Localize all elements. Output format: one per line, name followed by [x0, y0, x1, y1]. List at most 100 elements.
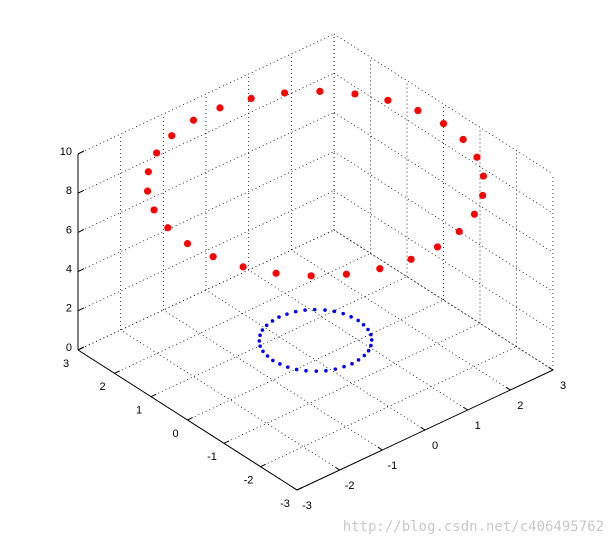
- point: [261, 349, 265, 354]
- watermark: http://blog.csdn.net/c406495762: [343, 519, 604, 535]
- z-tick-label: 0: [66, 342, 72, 354]
- point: [258, 344, 262, 348]
- point: [479, 191, 487, 200]
- point: [384, 96, 392, 104]
- point: [324, 368, 328, 373]
- point: [470, 210, 478, 218]
- point: [270, 319, 275, 323]
- point: [304, 368, 308, 373]
- grid-line: [333, 33, 554, 175]
- x-tick: [335, 466, 340, 471]
- point: [260, 328, 265, 332]
- grid-line: [333, 190, 554, 332]
- z-tick: [77, 150, 85, 155]
- point: [341, 311, 345, 316]
- grid-line: [205, 289, 426, 431]
- z-tick: [77, 228, 85, 233]
- z-tick: [77, 268, 85, 273]
- x-tick-label: -1: [387, 460, 397, 472]
- point: [351, 90, 359, 98]
- point: [369, 338, 374, 342]
- point: [278, 362, 282, 366]
- x-tick-label: 1: [475, 420, 481, 432]
- point: [285, 312, 289, 316]
- grid-line: [333, 229, 554, 371]
- point: [143, 187, 152, 195]
- grid-line: [187, 299, 444, 421]
- point: [366, 348, 371, 353]
- x-tick: [463, 406, 468, 411]
- point: [303, 308, 307, 312]
- y-tick: [114, 370, 120, 374]
- point: [356, 318, 360, 323]
- grid-line: [120, 329, 340, 471]
- grid-line: [150, 276, 408, 398]
- z-tick: [77, 189, 85, 194]
- y-tick-label: 0: [172, 428, 178, 440]
- point: [183, 240, 192, 248]
- point: [144, 168, 152, 176]
- point: [264, 323, 269, 328]
- point: [271, 358, 275, 363]
- x-tick: [505, 386, 511, 391]
- point: [356, 358, 361, 362]
- point: [439, 120, 448, 128]
- x-tick: [548, 366, 554, 371]
- grid-line: [77, 112, 335, 233]
- point: [479, 172, 488, 180]
- point: [350, 361, 354, 366]
- x-tick-label: 0: [432, 440, 438, 452]
- point: [247, 94, 255, 103]
- point: [272, 269, 280, 277]
- y-tick-label: -3: [280, 498, 290, 510]
- point: [455, 227, 463, 236]
- point: [293, 309, 298, 314]
- y-tick-label: -1: [207, 451, 217, 463]
- point: [407, 255, 415, 263]
- point: [314, 369, 319, 373]
- point: [307, 272, 315, 280]
- point: [333, 367, 338, 371]
- point: [153, 149, 161, 157]
- point: [189, 116, 198, 124]
- x-tick: [292, 486, 298, 491]
- point: [312, 307, 317, 312]
- point: [150, 206, 158, 214]
- point: [433, 243, 442, 251]
- point: [342, 364, 346, 369]
- point: [286, 365, 290, 369]
- grid-line: [291, 249, 511, 391]
- y-tick-label: -2: [244, 475, 254, 487]
- point: [349, 315, 353, 319]
- y-tick-label: 3: [63, 358, 69, 370]
- z-tick-label: 10: [60, 146, 72, 158]
- point: [362, 353, 367, 358]
- y-tick-label: 2: [99, 381, 105, 393]
- z-tick: [77, 346, 85, 351]
- point: [316, 87, 324, 95]
- y-tick: [223, 440, 230, 444]
- point: [459, 135, 467, 144]
- grid-line: [333, 112, 554, 253]
- x-tick-label: 3: [560, 380, 566, 392]
- y-tick: [187, 417, 193, 421]
- x-tick: [420, 426, 426, 431]
- point: [294, 367, 299, 372]
- point: [281, 89, 289, 97]
- x-tick-label: 2: [517, 400, 523, 412]
- z-tick-label: 2: [66, 303, 72, 315]
- z-tick: [77, 307, 85, 312]
- point: [164, 224, 172, 232]
- point: [277, 315, 281, 319]
- point: [323, 308, 327, 312]
- grid-line: [333, 151, 554, 292]
- point: [265, 354, 270, 358]
- point: [369, 343, 373, 348]
- y-tick: [260, 463, 266, 468]
- z-tick-label: 4: [66, 264, 72, 276]
- grid-line: [260, 346, 517, 468]
- x-tick-label: -3: [302, 500, 312, 512]
- grid-line: [333, 72, 554, 214]
- point: [473, 153, 481, 161]
